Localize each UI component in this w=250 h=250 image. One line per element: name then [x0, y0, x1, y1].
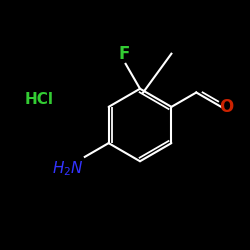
- Text: HCl: HCl: [25, 92, 54, 108]
- Text: O: O: [220, 98, 234, 116]
- Text: F: F: [119, 44, 130, 62]
- Text: $H_2N$: $H_2N$: [52, 160, 84, 178]
